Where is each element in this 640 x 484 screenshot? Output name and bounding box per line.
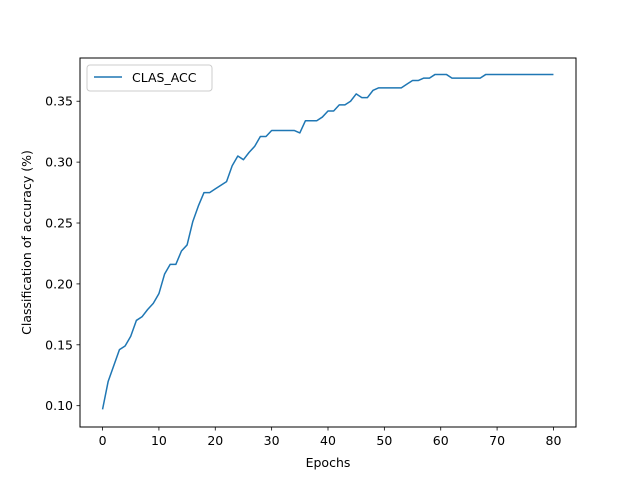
legend-box <box>86 64 213 92</box>
y-tick-label: 0.10 <box>45 398 73 413</box>
x-tick-label: 70 <box>489 433 505 448</box>
x-axis-label: Epochs <box>306 455 351 470</box>
series-line-0 <box>101 73 554 410</box>
x-tick-label: 10 <box>151 433 167 448</box>
y-tick-label: 0.20 <box>45 276 73 291</box>
x-tick-label: 20 <box>207 433 223 448</box>
x-tick-label: 30 <box>264 433 280 448</box>
legend: CLAS_ACC <box>86 64 213 92</box>
x-tick-label: 0 <box>99 433 107 448</box>
y-axis-ticks: 0.10 0.15 0.20 0.25 0.30 0.35 <box>45 94 80 413</box>
x-tick-label: 50 <box>376 433 392 448</box>
y-tick-label: 0.35 <box>45 94 73 109</box>
x-tick-label: 60 <box>433 433 449 448</box>
plot-area-frame <box>79 57 577 428</box>
series-layer <box>101 73 554 410</box>
y-axis-label: Classification of accuracy (%) <box>19 150 34 335</box>
x-tick-label: 40 <box>320 433 336 448</box>
y-tick-label: 0.30 <box>45 155 73 170</box>
y-tick-label: 0.15 <box>45 337 73 352</box>
x-tick-label: 80 <box>546 433 562 448</box>
y-tick-label: 0.25 <box>45 216 73 231</box>
x-axis-ticks: 0 10 20 30 40 50 60 70 80 <box>99 427 562 448</box>
legend-series-label: CLAS_ACC <box>132 70 197 85</box>
